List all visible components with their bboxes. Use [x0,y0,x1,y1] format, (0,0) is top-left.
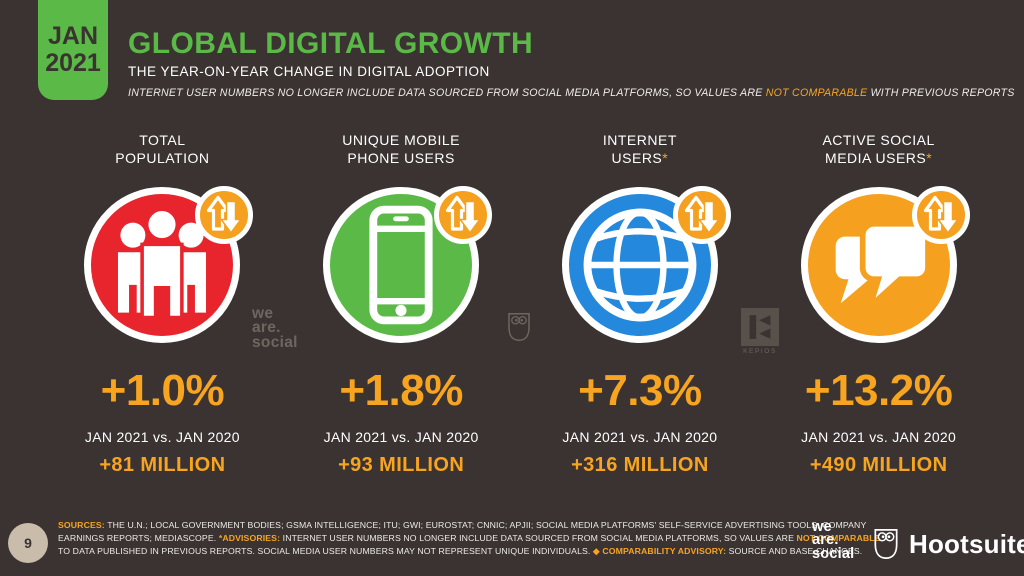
not-comparable-highlight: NOT COMPARABLE [796,533,881,544]
comparison-period: JAN 2021 vs. JAN 2020 [84,429,240,445]
metrics-row: TOTAL POPULATION [43,131,998,477]
metric-label: ACTIVE SOCIAL MEDIA USERS* [822,131,934,173]
date-month: JAN [47,21,98,50]
note-text-end: WITH PREVIOUS REPORTS [867,87,1015,99]
hootsuite-owl-watermark-icon [508,313,530,342]
watermark-line: are. [252,319,281,337]
metric-label-line2: POPULATION [115,150,210,167]
up-down-arrows-badge [911,186,970,244]
sources-line-1: SOURCES: THE U.N.; LOCAL GOVERNMENT BODI… [58,519,881,532]
metric-label-line1: TOTAL [139,132,186,148]
comparison-period: JAN 2021 vs. JAN 2020 [562,429,718,445]
metric-label-line1: INTERNET [602,132,677,148]
note-text: INTERNET USER NUMBERS NO LONGER INCLUDE … [128,87,766,99]
sources-line-2: EARNINGS REPORTS; MEDIASCOPE. *ADVISORIE… [58,532,881,545]
sources-text: INTERNET USER NUMBERS NO LONGER INCLUDE … [280,533,797,544]
kepios-label: KEPIOS [743,348,777,355]
up-down-arrows-badge [672,186,731,244]
logo-line: are. [812,532,839,549]
metric-column-internet-users: INTERNET USERS* [521,131,760,477]
comparability-advisory-label: ◆ COMPARABILITY ADVISORY: [593,546,727,557]
metric-column-total-population: TOTAL POPULATION [43,131,282,477]
kepios-watermark: KEPIOS [738,308,782,355]
hootsuite-wordmark: Hootsuite [909,529,1024,559]
hootsuite-logo: Hootsuite ® [870,526,1024,562]
sources-text: EARNINGS REPORTS; MEDIASCOPE. [58,533,219,544]
metric-column-mobile-users: UNIQUE MOBILE PHONE USERS [282,131,521,477]
metric-label-line2: USERS [611,150,663,167]
metric-asterisk: * [926,150,933,167]
metric-label-line1: UNIQUE MOBILE [342,132,460,148]
sources-block: SOURCES: THE U.N.; LOCAL GOVERNMENT BODI… [58,519,881,559]
metric-label: TOTAL POPULATION [115,131,209,173]
up-down-arrows-icon [684,195,721,235]
population-circle [84,186,254,343]
up-down-arrows-icon [923,195,959,235]
absolute-change: +316 MILLION [571,454,709,476]
internet-circle [561,186,731,343]
metric-label: INTERNET USERS* [603,131,677,173]
globe-icon [583,208,697,322]
comparison-period: JAN 2021 vs. JAN 2020 [801,429,957,445]
absolute-change: +490 MILLION [809,454,948,476]
up-down-arrows-icon [207,195,243,235]
metric-label-line2: MEDIA USERS [825,150,927,167]
logo-line: social [812,545,855,562]
social-circle [800,186,970,343]
metric-label-line2: PHONE USERS [347,150,455,167]
page-number-badge: 9 [8,523,48,563]
up-down-arrows-icon [446,195,482,235]
logo-line: we [812,519,832,535]
page-number: 9 [24,535,32,551]
growth-percentage: +7.3% [578,366,702,415]
smartphone-icon [369,205,433,325]
metric-column-social-media-users: ACTIVE SOCIAL MEDIA USERS* +13.2% JAN 20… [759,131,998,477]
we-are-social-logo: we are. social [812,519,855,562]
sources-text: SOURCE AND BASE CHANGES. [726,546,863,557]
date-year: 2021 [45,49,101,77]
comparability-note: INTERNET USER NUMBERS NO LONGER INCLUDE … [128,87,1015,99]
watermark-line: social [252,333,298,351]
comparison-period: JAN 2021 vs. JAN 2020 [323,429,479,445]
note-highlight: NOT COMPARABLE [765,87,868,99]
growth-percentage: +13.2% [804,366,953,415]
page-subtitle: THE YEAR-ON-YEAR CHANGE IN DIGITAL ADOPT… [128,64,490,79]
metric-label: UNIQUE MOBILE PHONE USERS [342,131,460,173]
absolute-change: +93 MILLION [338,454,465,476]
sources-label: SOURCES: [58,520,105,530]
advisories-label: *ADVISORIES: [218,533,281,544]
sources-text: THE U.N.; LOCAL GOVERNMENT BODIES; GSMA … [104,520,867,530]
sources-line-3: TO DATA PUBLISHED IN PREVIOUS REPORTS. S… [58,545,881,558]
page-title: GLOBAL DIGITAL GROWTH [128,27,534,60]
growth-percentage: +1.0% [100,366,225,415]
up-down-arrows-badge [195,186,254,244]
people-icon [118,207,207,320]
absolute-change: +81 MILLION [99,454,226,476]
mobile-circle [323,186,493,343]
hootsuite-owl-icon [874,529,898,559]
we-are-social-watermark: we are. social [252,305,298,351]
growth-percentage: +1.8% [339,366,463,415]
metric-label-line1: ACTIVE SOCIAL [822,132,935,148]
watermark-line: we [252,305,274,322]
sources-text: TO DATA PUBLISHED IN PREVIOUS REPORTS. S… [58,546,594,557]
metric-asterisk: * [662,150,669,167]
date-badge: JAN 2021 [38,0,108,100]
kepios-logo-icon [741,308,779,346]
up-down-arrows-badge [434,186,493,244]
